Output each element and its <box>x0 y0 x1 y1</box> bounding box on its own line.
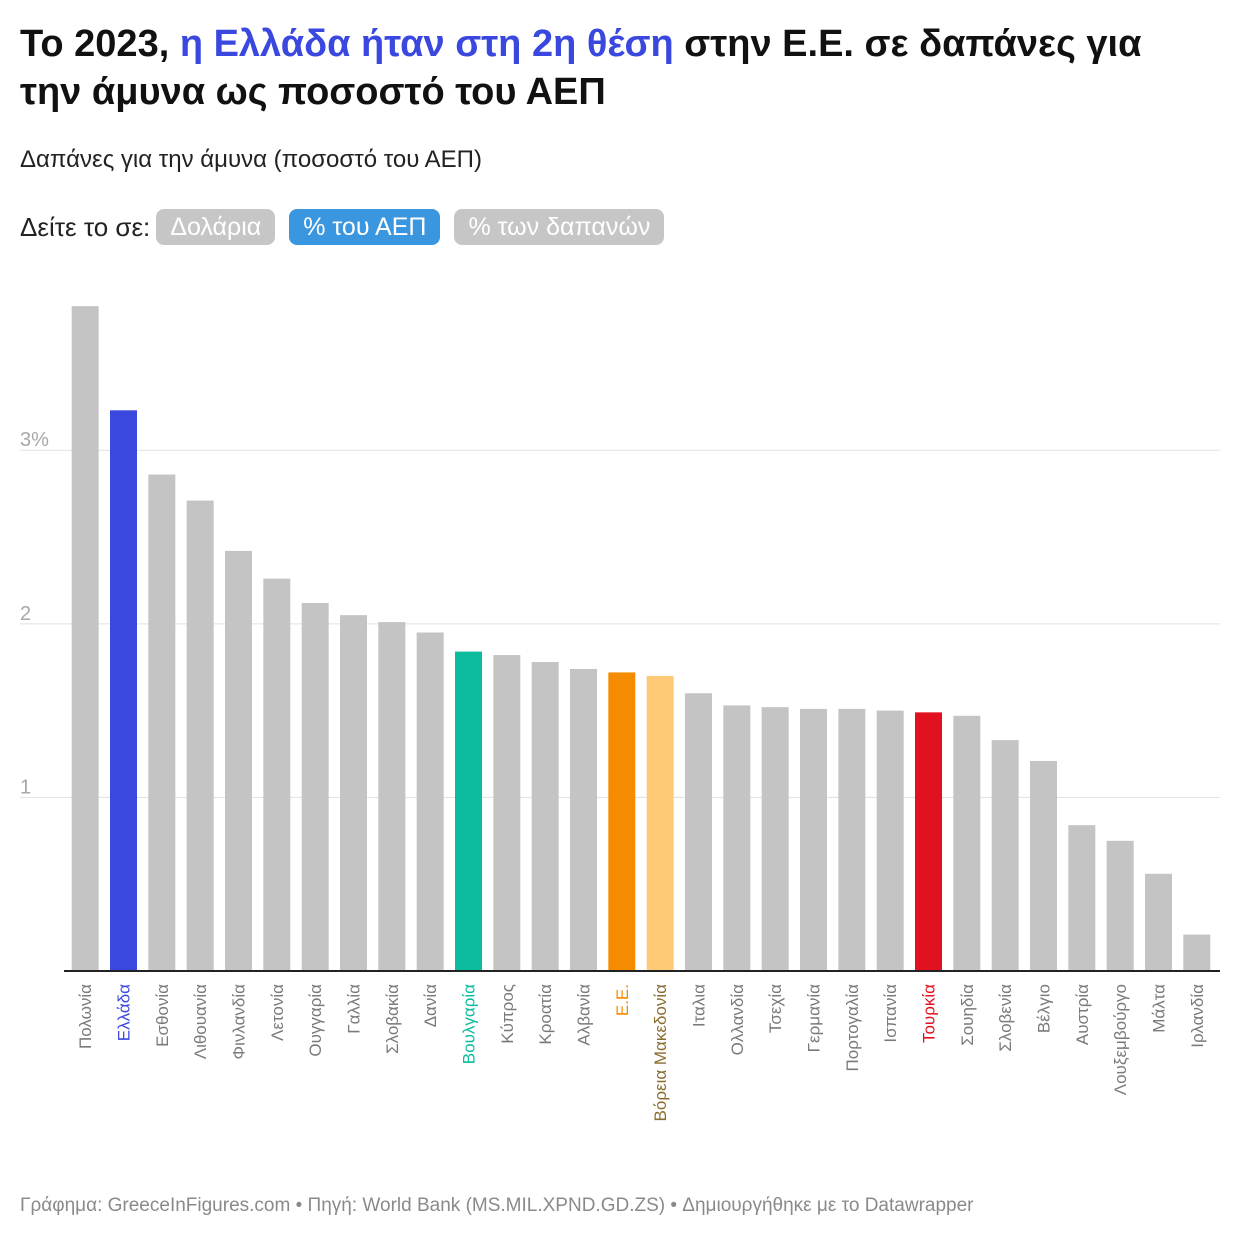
bar <box>838 708 866 971</box>
category-label: Γαλλία <box>345 984 364 1034</box>
category-label: Κύπρος <box>498 984 517 1044</box>
bar <box>570 668 597 971</box>
category-label: Σλοβενία <box>996 984 1015 1052</box>
category-label: Βουλγαρία <box>460 984 479 1064</box>
bar <box>148 474 176 971</box>
category-label: Δανία <box>421 984 440 1027</box>
y-tick-label: 2 <box>20 603 31 625</box>
bar <box>71 306 99 972</box>
toggle-dollars-button[interactable]: Δολάρια <box>156 209 276 245</box>
bar <box>1068 825 1096 971</box>
category-label: Πολωνία <box>76 984 95 1049</box>
category-label: Τσεχία <box>766 984 785 1033</box>
bar <box>531 662 559 971</box>
bar-chart: 1 2 3% Πολωνία Ελλάδα Εσθονία Λιθουανία Φινλανδ… <box>20 306 1220 1122</box>
bar <box>685 693 712 971</box>
bar <box>991 740 1019 971</box>
category-label: Βόρεια Μακεδονία <box>651 984 670 1122</box>
chart-footer: Γράφημα: GreeceInFigures.com • Πηγή: Wor… <box>20 1195 974 1216</box>
category-label: Εσθονία <box>153 984 172 1047</box>
bar <box>378 622 406 971</box>
bar <box>953 715 981 971</box>
bar <box>646 675 674 971</box>
title-part-2: στην Ε.Ε. σε δαπάνες για την άμυνα ως πο… <box>20 23 1142 113</box>
bar <box>1030 760 1057 971</box>
bar <box>493 655 521 971</box>
bar <box>761 707 789 971</box>
bar <box>416 632 444 971</box>
bar <box>455 651 482 971</box>
bar <box>723 705 751 971</box>
bar <box>608 672 636 971</box>
bar <box>1145 873 1172 971</box>
bar <box>301 602 329 971</box>
toggle-gdp-percent-button[interactable]: % του ΑΕΠ <box>289 209 441 245</box>
category-label: Ιταλια <box>690 984 709 1027</box>
bar <box>1183 934 1211 971</box>
toggle-label: Δείτε το σε: <box>20 211 151 242</box>
category-label: Ε.Ε. <box>613 984 632 1016</box>
bar <box>186 500 214 971</box>
bar <box>263 578 291 971</box>
category-label: Μάλτα <box>1150 984 1169 1033</box>
category-label: Πορτογαλία <box>843 984 862 1072</box>
bar <box>225 550 252 971</box>
toggle-spending-percent-button[interactable]: % των δαπανών <box>454 209 665 245</box>
category-label: Ολλανδία <box>728 984 747 1056</box>
category-label: Ελλάδα <box>115 984 134 1041</box>
category-label: Τουρκία <box>920 984 939 1043</box>
category-label: Φινλανδία <box>230 984 249 1060</box>
category-label: Ισπανία <box>881 984 900 1043</box>
bar <box>1106 840 1134 971</box>
chart-subtitle: Δαπάνες για την άμυνα (ποσοστό του ΑΕΠ) <box>20 146 482 173</box>
bar <box>915 712 942 971</box>
category-label: Κροατία <box>536 984 555 1045</box>
chart-title: Το 2023, η Ελλάδα ήταν στη 2η θέση στην … <box>20 20 1200 116</box>
category-label: Αλβανία <box>575 984 594 1046</box>
category-label: Σλοβακία <box>383 984 402 1054</box>
category-label: Ουγγαρία <box>306 984 325 1057</box>
category-label: Γερμανία <box>805 984 824 1053</box>
y-tick-label: 3% <box>20 429 49 451</box>
title-highlight: η Ελλάδα ήταν στη 2η θέση <box>179 23 674 65</box>
bar <box>110 410 137 971</box>
bar <box>340 615 367 971</box>
view-toggle: Δείτε το σε: Δολάρια % του ΑΕΠ % των δαπ… <box>20 209 678 245</box>
category-label: Αυστρία <box>1073 984 1092 1045</box>
category-label: Σουηδία <box>958 984 977 1046</box>
y-tick-label: 1 <box>20 776 31 798</box>
title-part-1: Το 2023, <box>20 23 180 65</box>
bar <box>876 710 904 971</box>
category-label: Λουξεμβούργο <box>1111 984 1130 1095</box>
category-label: Λιθουανία <box>191 984 210 1059</box>
category-label: Ιρλανδία <box>1188 984 1207 1048</box>
category-label: Λετονία <box>268 984 287 1041</box>
category-label: Βέλγιο <box>1035 984 1054 1033</box>
bar <box>800 708 827 971</box>
